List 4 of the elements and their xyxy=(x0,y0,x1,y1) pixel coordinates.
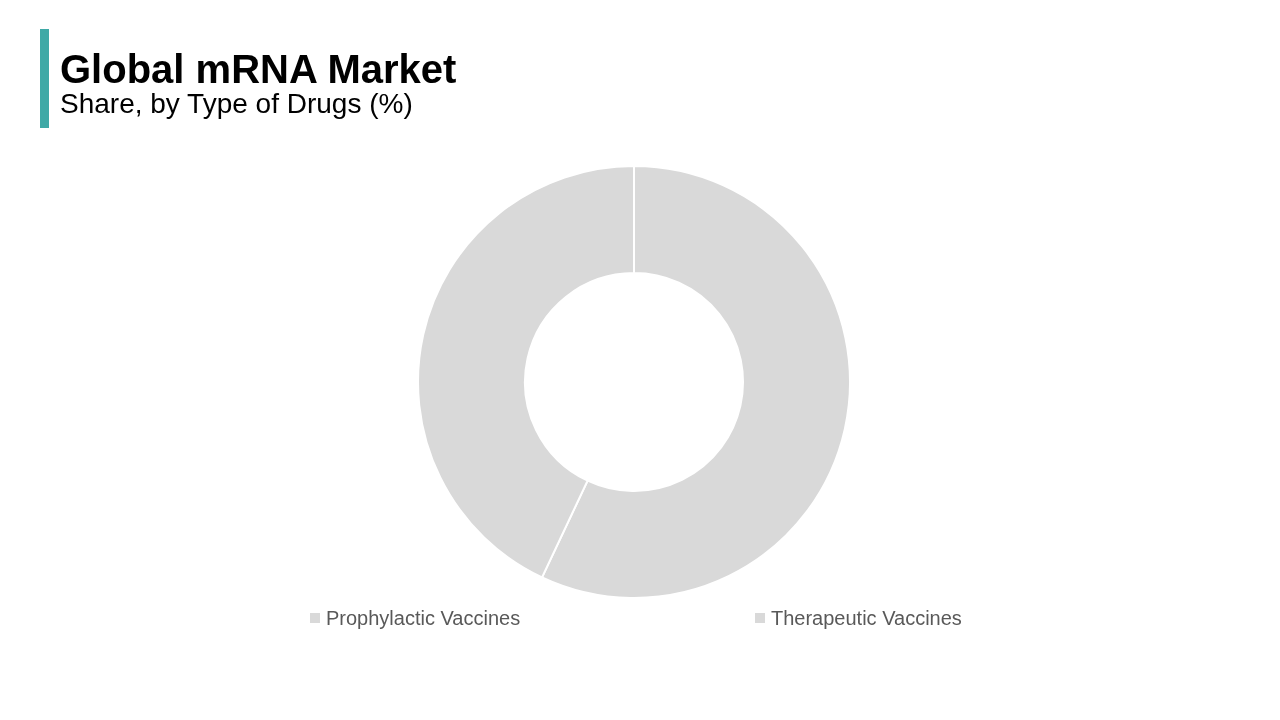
legend-label: Prophylactic Vaccines xyxy=(326,607,521,629)
chart-subtitle: Share, by Type of Drugs (%) xyxy=(60,88,413,119)
chart-title: Global mRNA Market xyxy=(60,47,457,91)
legend-label: Therapeutic Vaccines xyxy=(771,607,962,629)
